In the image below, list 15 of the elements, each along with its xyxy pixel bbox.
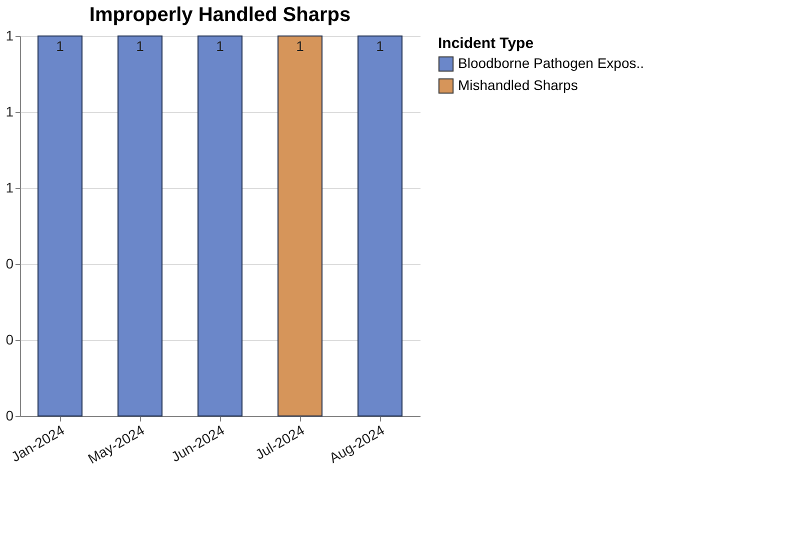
data-label: 1 [376, 38, 384, 54]
data-label: 1 [216, 38, 224, 54]
y-tick-label: 0 [6, 408, 14, 424]
data-label: 1 [136, 38, 144, 54]
y-tick-label: 0 [6, 332, 14, 348]
data-label: 1 [296, 38, 304, 54]
legend-title: Incident Type [438, 35, 534, 52]
y-tick-label: 1 [6, 180, 14, 196]
chart-title: Improperly Handled Sharps [89, 4, 351, 26]
y-tick-label: 1 [6, 28, 14, 44]
y-tick-label: 0 [6, 256, 14, 272]
legend-label: Bloodborne Pathogen Expos.. [458, 55, 644, 71]
legend-label: Mishandled Sharps [458, 77, 578, 93]
data-label: 1 [56, 38, 64, 54]
y-tick-label: 1 [6, 104, 14, 120]
